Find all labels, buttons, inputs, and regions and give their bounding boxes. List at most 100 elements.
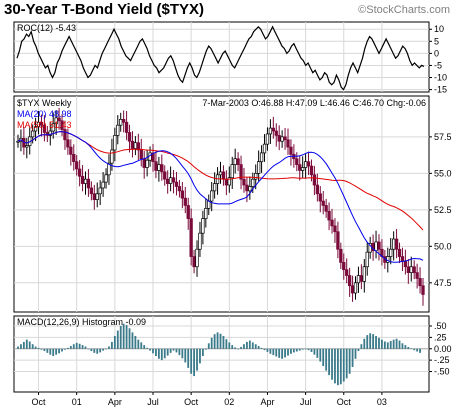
- macd-histogram-bar: [58, 348, 60, 354]
- price-candle: [212, 183, 217, 192]
- macd-histogram-bar: [40, 348, 43, 350]
- macd-histogram-bar: [216, 332, 219, 349]
- price-candle: [113, 135, 117, 151]
- price-candle: [124, 121, 129, 133]
- roc-label: ROC(12) -5.43: [17, 23, 76, 33]
- macd-histogram-bar: [342, 348, 345, 382]
- macd-histogram-bar: [178, 348, 181, 356]
- macd-histogram-bar: [61, 348, 63, 352]
- price-candle: [289, 146, 293, 155]
- price-candle: [347, 275, 352, 287]
- macd-histogram-bar: [149, 348, 151, 351]
- price-candle: [180, 190, 184, 199]
- macd-histogram-bar: [111, 341, 113, 349]
- price-candle: [186, 205, 190, 219]
- price-candle: [221, 171, 226, 180]
- price-candle: [356, 275, 361, 284]
- price-y-tick-label: 55.0: [434, 168, 452, 178]
- chart-panels: [13, 21, 430, 393]
- price-candle: [336, 231, 340, 250]
- macd-histogram-bar: [160, 348, 163, 361]
- macd-histogram-bar: [122, 323, 125, 349]
- macd-histogram-bar: [140, 342, 143, 349]
- macd-histogram-bar: [413, 348, 416, 351]
- macd-histogram-bar: [328, 348, 330, 376]
- macd-histogram-bar: [181, 348, 184, 359]
- x-tick-label: 03: [377, 397, 387, 407]
- brand-watermark: ©StockCharts.com: [358, 4, 450, 16]
- price-candle: [298, 164, 302, 171]
- macd-histogram-bar: [184, 348, 187, 363]
- macd-histogram-bar: [386, 342, 389, 349]
- price-candle: [154, 161, 158, 171]
- macd-histogram-bar: [69, 346, 72, 349]
- price-candle: [389, 248, 393, 257]
- price-candle: [168, 177, 173, 184]
- macd-histogram-bar: [304, 348, 307, 350]
- price-candle: [227, 177, 231, 186]
- price-candle: [92, 193, 96, 200]
- price-candle: [142, 158, 146, 168]
- macd-histogram-bar: [231, 345, 234, 349]
- macd-histogram-bar: [381, 339, 383, 349]
- price-candle: [242, 178, 246, 186]
- x-tick-label: Oct: [32, 397, 47, 407]
- price-candle: [268, 127, 273, 135]
- x-tick-label: Oct: [184, 397, 199, 407]
- macd-histogram-bar: [55, 348, 58, 355]
- macd-panel-frame: [13, 315, 430, 393]
- price-candle: [271, 127, 275, 132]
- price-candle: [16, 140, 20, 143]
- macd-histogram-bar: [49, 348, 52, 355]
- price-candle: [233, 158, 237, 165]
- macd-histogram-bar: [269, 348, 272, 354]
- macd-histogram-bar: [37, 347, 40, 349]
- price-candle: [42, 124, 47, 133]
- price-candle: [309, 165, 314, 176]
- macd-y-tick-label: 0.00: [434, 344, 452, 354]
- macd-histogram-bar: [20, 344, 22, 349]
- price-candle: [259, 152, 264, 163]
- price-candle: [257, 161, 261, 174]
- macd-histogram-bar: [155, 348, 157, 357]
- macd-histogram-bar: [322, 348, 325, 367]
- price-candle: [397, 248, 402, 257]
- price-candle: [315, 184, 319, 195]
- macd-histogram-bar: [72, 344, 75, 349]
- macd-histogram-bar: [366, 335, 369, 349]
- price-candle: [301, 167, 305, 171]
- price-candle: [403, 260, 408, 268]
- price-candle: [63, 129, 67, 141]
- macd-histogram-bar: [66, 347, 69, 349]
- macd-y-tick-label: .50: [434, 321, 447, 331]
- macd-histogram-bar: [169, 348, 172, 353]
- price-candle: [57, 117, 61, 122]
- price-stats: 7-Mar-2003 O:46.88 H:47.09 L:46.46 C:46.…: [202, 98, 426, 108]
- macd-histogram-bar: [225, 339, 228, 349]
- macd-histogram-bar: [287, 348, 289, 356]
- macd-histogram-bar: [84, 346, 87, 349]
- price-candle: [157, 164, 161, 171]
- price-candle: [377, 241, 381, 250]
- price-panel-label: $TYX Weekly: [17, 98, 72, 108]
- macd-histogram-bar: [266, 348, 269, 352]
- price-candle: [353, 282, 358, 294]
- roc-y-tick-label: -5: [434, 60, 442, 70]
- price-candle: [139, 149, 143, 160]
- macd-histogram-bar: [108, 346, 110, 349]
- roc-line: [16, 25, 425, 91]
- x-tick-label: Apr: [108, 397, 122, 407]
- macd-histogram-bar: [298, 348, 301, 351]
- price-candle: [251, 178, 255, 187]
- price-candle: [254, 173, 258, 180]
- ma20-legend: MA(20) 48.98: [17, 109, 72, 119]
- price-candle: [400, 256, 405, 262]
- macd-histogram-bar: [416, 348, 419, 352]
- price-candle: [116, 124, 120, 136]
- price-candle: [166, 178, 170, 184]
- macd-histogram-bar: [354, 348, 357, 359]
- price-candle: [312, 174, 317, 186]
- price-candle: [89, 187, 94, 195]
- macd-histogram-bar: [222, 336, 225, 349]
